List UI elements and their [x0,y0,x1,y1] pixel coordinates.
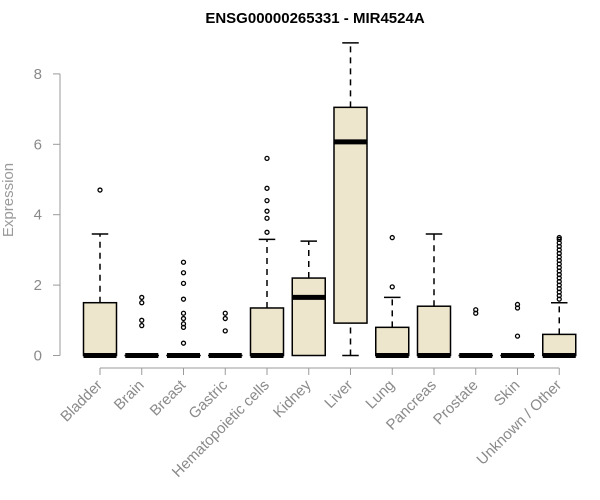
outlier-point [389,234,395,241]
box-rect [542,333,577,357]
y-axis-label: Expression [0,163,17,237]
outlier-point [389,284,395,290]
outlier-point [180,259,187,265]
x-tick-label: Prostate [430,377,482,429]
y-tick-label: 0 [34,348,42,365]
box-rect [82,301,118,357]
box-kidney [291,240,326,357]
box-pancreas [416,233,452,358]
outlier-point [514,333,521,339]
box-rect [249,307,285,357]
outlier-point [139,300,145,306]
outlier-point [264,229,270,235]
outlier-point [556,236,562,242]
box-rect [416,305,452,357]
x-tick-label: Bladder [57,377,106,426]
box-bladder [82,187,118,358]
outlier-point [222,328,228,334]
box-lung [375,234,410,358]
y-axis: 0 2 4 6 8 [34,66,61,365]
box-hematopoietic-cells [249,155,285,358]
box-liver [333,42,368,357]
y-tick-label: 4 [34,207,42,224]
box-brain [124,294,159,358]
outlier-point [180,315,187,322]
outlier-point [180,270,187,276]
outlier-point [222,315,228,322]
outlier-point [264,185,270,191]
chart-title: ENSG00000265331 - MIR4524A [205,10,424,27]
outlier-point [222,310,228,316]
outlier-point [180,340,187,346]
y-tick-label: 6 [34,136,42,153]
outlier-point [264,215,270,221]
x-tick-label: Brain [111,377,148,414]
outlier-point [97,187,103,193]
outlier-point [180,321,187,327]
y-tick-label: 8 [34,66,42,83]
box-breast [166,259,201,358]
outlier-point [139,317,145,323]
outlier-point [139,294,145,301]
outlier-point [264,208,270,214]
x-tick-label: Lung [362,377,398,413]
outlier-point [180,280,187,286]
box-skin [500,301,535,358]
outlier-point [139,322,145,329]
box-prostate [458,307,493,358]
x-tick-label: Skin [491,377,524,410]
outlier-point [180,310,187,316]
box-unknown-other [542,234,577,358]
outlier-point [264,197,270,204]
box-series [82,42,577,358]
outlier-point [473,307,479,313]
box-rect [291,277,326,357]
box-gastric [208,310,243,358]
outlier-point [514,301,521,308]
x-tick-label: Liver [321,377,356,412]
y-tick-label: 2 [34,277,42,294]
box-rect [375,326,410,357]
outlier-point [556,234,562,241]
x-tick-label: Kidney [270,376,315,421]
x-tick-label: Breast [147,376,190,419]
outlier-point [264,155,270,162]
outlier-point [180,296,187,302]
